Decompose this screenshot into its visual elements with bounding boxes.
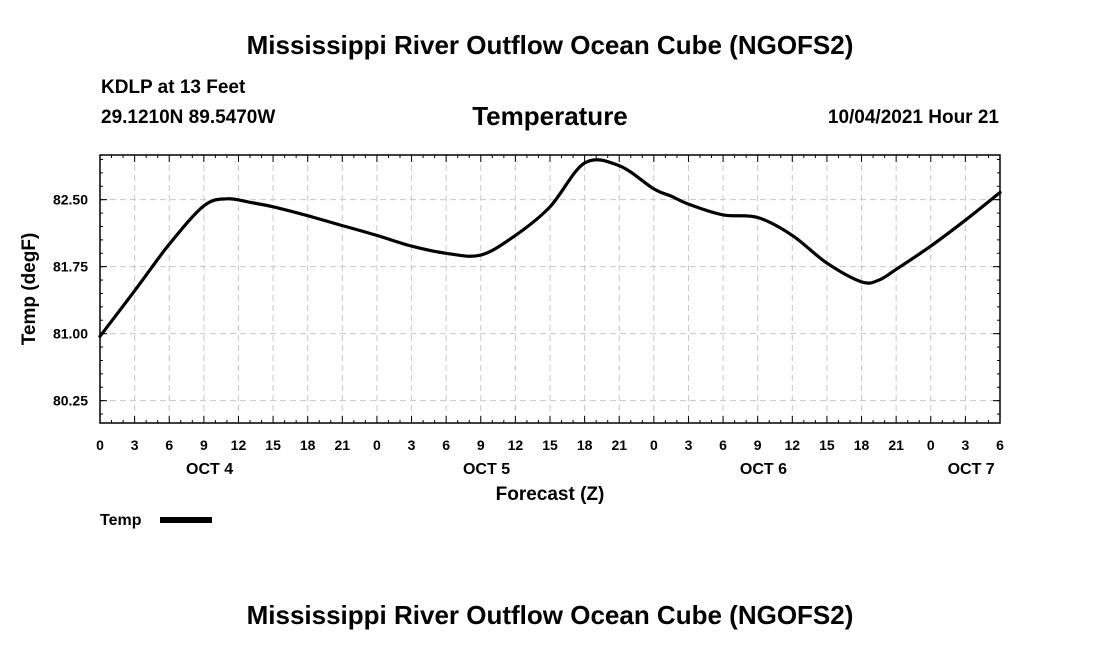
x-tick-label: 18 [577, 437, 593, 453]
x-tick-label: 15 [542, 437, 558, 453]
x-tick-label: 6 [442, 437, 450, 453]
x-tick-label: 0 [96, 437, 104, 453]
x-tick-label: 3 [408, 437, 416, 453]
x-tick-label: 15 [265, 437, 281, 453]
legend-label: Temp [100, 512, 142, 529]
x-axis-title: Forecast (Z) [496, 484, 605, 505]
y-tick-label: 81.75 [53, 259, 88, 275]
date-label: OCT 7 [948, 461, 995, 478]
x-tick-label: 12 [785, 437, 801, 453]
y-tick-label: 82.50 [53, 192, 88, 208]
x-tick-label: 21 [888, 437, 904, 453]
y-axis-title: Temp (degF) [19, 233, 40, 346]
x-tick-label: 6 [719, 437, 727, 453]
temperature-chart: 0 3 6 9 12 15 18 21 0 3 6 9 12 15 18 21 0 3 6 9 12 15 18 21 0 3 6 8… [0, 0, 1100, 650]
x-tick-label: 18 [300, 437, 316, 453]
x-tick-label: 6 [996, 437, 1004, 453]
axis-labels: 0 3 6 9 12 15 18 21 0 3 6 9 12 15 18 21 0 3 6 9 12 15 18 21 0 3 6 8… [53, 192, 1004, 478]
x-tick-label: 9 [200, 437, 208, 453]
y-tick-label: 80.25 [53, 393, 88, 409]
x-tick-label: 21 [611, 437, 627, 453]
date-label: OCT 5 [463, 461, 510, 478]
x-tick-label: 3 [685, 437, 693, 453]
legend-line-swatch [160, 517, 212, 523]
x-tick-label: 3 [961, 437, 969, 453]
x-tick-label: 6 [165, 437, 173, 453]
x-tick-label: 3 [131, 437, 139, 453]
date-label: OCT 4 [186, 461, 233, 478]
date-label: OCT 6 [740, 461, 787, 478]
x-tick-label: 12 [508, 437, 524, 453]
x-tick-label: 18 [854, 437, 870, 453]
x-tick-label: 15 [819, 437, 835, 453]
x-tick-label: 9 [754, 437, 762, 453]
x-tick-label: 0 [927, 437, 935, 453]
x-tick-label: 9 [477, 437, 485, 453]
footer-title: Mississippi River Outflow Ocean Cube (NG… [0, 600, 1100, 631]
y-tick-label: 81.00 [53, 326, 88, 342]
x-tick-label: 0 [373, 437, 381, 453]
grid-lines [100, 155, 1000, 423]
x-tick-label: 21 [335, 437, 351, 453]
x-tick-label: 0 [650, 437, 658, 453]
x-tick-label: 12 [231, 437, 247, 453]
